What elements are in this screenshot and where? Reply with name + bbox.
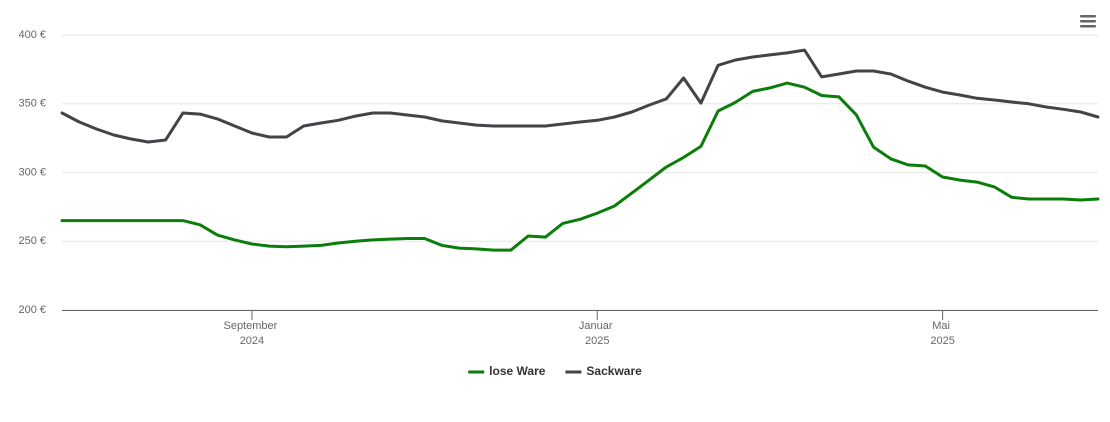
- legend-item[interactable]: Sackware: [565, 364, 642, 378]
- y-tick-label: 300 €: [18, 166, 46, 178]
- menu-icon[interactable]: [1080, 15, 1096, 28]
- y-tick-label: 350 €: [18, 98, 46, 110]
- y-tick-label: 400 €: [18, 29, 46, 41]
- series-line: [60, 48, 1100, 144]
- legend: lose Ware Sackware: [468, 364, 642, 378]
- menu-bar: [1080, 15, 1096, 18]
- menu-bar: [1080, 20, 1096, 23]
- x-tick-label: September 2024: [223, 320, 280, 347]
- menu-bar: [1080, 25, 1096, 28]
- legend-label: Sackware: [586, 364, 642, 378]
- series-line: [60, 81, 1100, 252]
- legend-label: lose Ware: [489, 364, 546, 378]
- y-tick-label: 250 €: [18, 235, 46, 247]
- legend-item[interactable]: lose Ware: [468, 364, 546, 378]
- x-tick-label: Januar 2025: [579, 320, 616, 347]
- y-tick-label: 200 €: [18, 304, 46, 316]
- x-tick-label: Mai 2025: [930, 320, 954, 347]
